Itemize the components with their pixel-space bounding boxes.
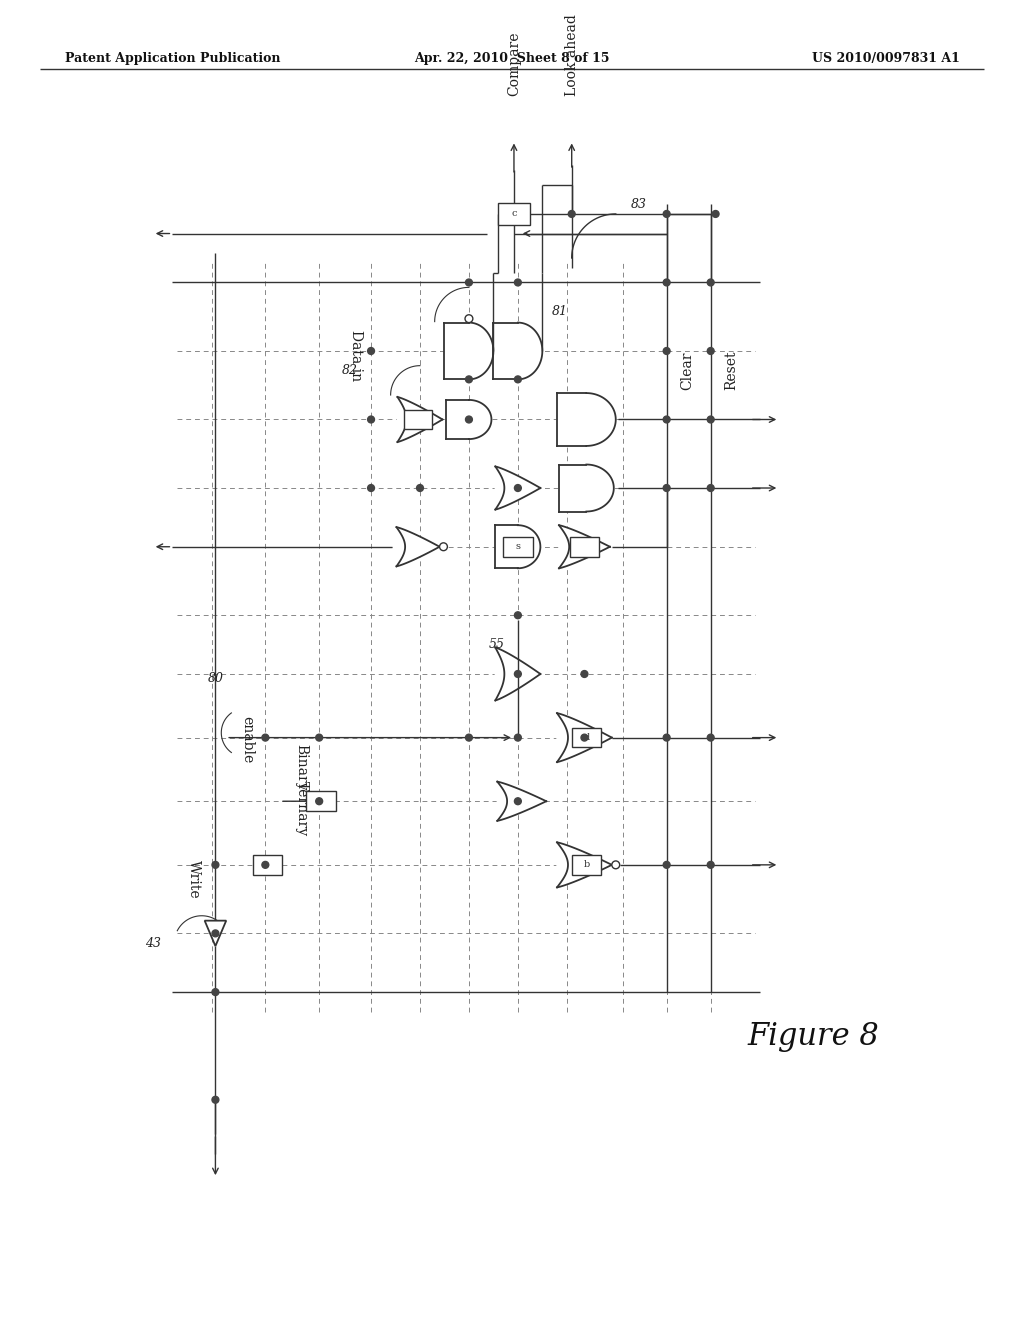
Bar [253, 855, 282, 875]
Bar [499, 203, 529, 224]
Bar [306, 792, 336, 810]
Text: Data in: Data in [349, 330, 364, 381]
Circle shape [466, 734, 472, 741]
Circle shape [514, 376, 521, 383]
Text: enable: enable [241, 717, 255, 764]
Text: Compare: Compare [507, 32, 521, 96]
Text: 43: 43 [144, 937, 161, 949]
Bar [571, 727, 601, 747]
Polygon shape [444, 322, 494, 379]
Circle shape [514, 279, 521, 286]
Circle shape [581, 734, 588, 741]
Circle shape [611, 861, 620, 869]
Circle shape [212, 862, 219, 869]
Circle shape [212, 931, 219, 937]
Polygon shape [396, 527, 439, 566]
Text: 81: 81 [552, 305, 568, 318]
Polygon shape [559, 465, 613, 512]
Circle shape [708, 347, 714, 354]
Text: 82: 82 [342, 364, 357, 378]
Text: 83: 83 [631, 198, 646, 211]
Circle shape [465, 314, 473, 322]
Circle shape [664, 279, 670, 286]
Text: Reset: Reset [724, 351, 738, 391]
Text: c: c [511, 210, 517, 218]
Polygon shape [496, 466, 541, 510]
Circle shape [368, 484, 375, 491]
Circle shape [212, 1097, 219, 1104]
Circle shape [368, 416, 375, 422]
Circle shape [514, 612, 521, 619]
Polygon shape [498, 781, 546, 821]
Circle shape [712, 210, 719, 218]
Circle shape [368, 347, 375, 354]
Circle shape [581, 671, 588, 677]
Polygon shape [557, 393, 615, 446]
Polygon shape [494, 322, 543, 379]
Polygon shape [559, 525, 610, 569]
Text: 55: 55 [488, 638, 505, 651]
Circle shape [568, 210, 575, 218]
Bar [571, 855, 601, 875]
Circle shape [262, 734, 268, 741]
Circle shape [466, 416, 472, 422]
Circle shape [708, 416, 714, 422]
Circle shape [664, 734, 670, 741]
Circle shape [514, 671, 521, 677]
Bar [569, 537, 599, 557]
Text: Look ahead: Look ahead [564, 15, 579, 96]
Polygon shape [496, 525, 541, 569]
Bar [404, 409, 432, 429]
Polygon shape [557, 842, 611, 887]
Text: US 2010/0097831 A1: US 2010/0097831 A1 [812, 53, 961, 66]
Text: b: b [584, 861, 590, 870]
Text: Figure 8: Figure 8 [748, 1020, 880, 1052]
Text: Ternary: Ternary [295, 781, 308, 836]
Circle shape [708, 279, 714, 286]
Text: Patent Application Publication: Patent Application Publication [65, 53, 281, 66]
Circle shape [466, 376, 472, 383]
Circle shape [664, 416, 670, 422]
Circle shape [315, 734, 323, 741]
Text: 80: 80 [208, 672, 224, 685]
Circle shape [439, 543, 447, 550]
Text: s: s [515, 543, 520, 552]
Circle shape [212, 989, 219, 995]
Circle shape [708, 484, 714, 491]
Polygon shape [397, 397, 442, 442]
Circle shape [664, 347, 670, 354]
Circle shape [664, 210, 670, 218]
Text: Binary-: Binary- [295, 743, 308, 795]
Circle shape [262, 862, 268, 869]
Circle shape [514, 484, 521, 491]
Text: Write: Write [187, 861, 201, 899]
Polygon shape [496, 648, 541, 701]
Circle shape [514, 797, 521, 805]
Polygon shape [557, 713, 611, 762]
Polygon shape [446, 400, 492, 440]
Text: d: d [584, 733, 590, 742]
Text: Apr. 22, 2010  Sheet 8 of 15: Apr. 22, 2010 Sheet 8 of 15 [415, 53, 609, 66]
Circle shape [664, 862, 670, 869]
Circle shape [466, 279, 472, 286]
Bar [503, 537, 532, 557]
Circle shape [708, 734, 714, 741]
Circle shape [315, 797, 323, 805]
Circle shape [514, 734, 521, 741]
Circle shape [417, 484, 423, 491]
Circle shape [664, 484, 670, 491]
Text: Clear: Clear [680, 351, 694, 389]
Polygon shape [205, 920, 226, 946]
Circle shape [708, 862, 714, 869]
